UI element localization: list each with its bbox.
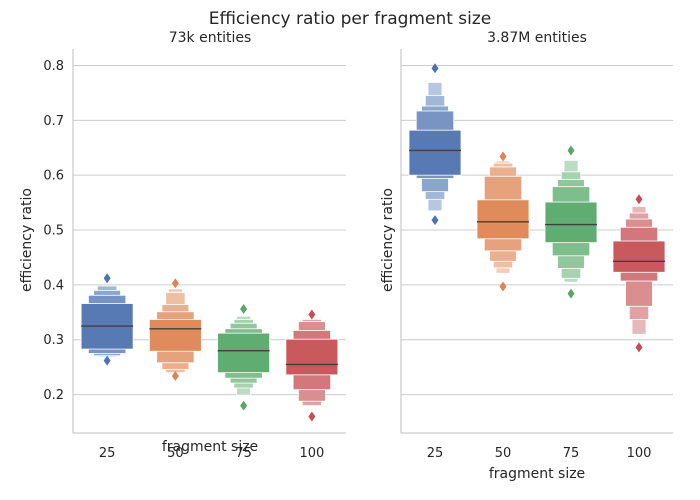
y-tick-labels: 0.2 0.3 0.4 0.5 0.6 0.7 0.8 (43, 59, 64, 403)
outlier-marker (499, 151, 507, 162)
x-tick-label: 25 (99, 446, 116, 461)
panel-title: 3.87M entities (487, 30, 587, 46)
x-tick-labels: 25 50 75 100 (99, 446, 324, 461)
box-level (476, 199, 530, 240)
box-level (544, 201, 598, 244)
y-tick-label: 0.3 (43, 333, 64, 348)
x-tick-label: 25 (427, 446, 444, 461)
boxen-50 (148, 278, 202, 381)
boxen-75 (217, 304, 271, 411)
boxen-plot (408, 63, 666, 353)
y-axis-label: efficiency ratio (380, 188, 396, 292)
box-level (408, 129, 462, 176)
boxen-75 (544, 145, 598, 299)
x-tick-label: 75 (235, 446, 252, 461)
x-tick-label: 50 (495, 446, 512, 461)
boxen-100 (612, 194, 666, 353)
box-level (285, 338, 339, 376)
outlier-marker (240, 304, 248, 315)
outlier-marker (103, 355, 111, 366)
outlier-marker (567, 288, 575, 299)
axes (400, 49, 673, 434)
outlier-marker (499, 281, 507, 292)
outlier-marker (240, 400, 248, 411)
chart-panel-73k: 0.2 0.3 0.4 0.5 0.6 0.7 0.8 25 50 75 100 73k enti… (19, 30, 346, 461)
outlier-marker (171, 278, 179, 289)
x-tick-label: 100 (627, 446, 652, 461)
outlier-marker (103, 273, 111, 284)
boxen-100 (285, 309, 339, 422)
x-tick-labels: 25 50 75 100 (427, 446, 652, 461)
chart-panel-3-87m: 25 50 75 100 3.87M entities fragment size e… (380, 30, 673, 482)
outlier-marker (431, 63, 439, 74)
y-tick-label: 0.6 (43, 169, 64, 184)
y-tick-label: 0.2 (43, 388, 64, 403)
x-axis-label: fragment size (489, 466, 585, 482)
y-tick-label: 0.8 (43, 59, 64, 74)
boxen-plot (80, 273, 339, 422)
figure-title: Efficiency ratio per fragment size (209, 9, 492, 29)
y-tick-label: 0.4 (43, 278, 64, 293)
outlier-marker (171, 370, 179, 381)
boxen-50 (476, 151, 530, 292)
boxen-25 (408, 63, 462, 226)
x-tick-label: 50 (167, 446, 184, 461)
outlier-marker (308, 309, 316, 320)
outlier-marker (308, 411, 316, 422)
x-axis-label: fragment size (162, 439, 258, 455)
x-tick-label: 100 (299, 446, 324, 461)
y-tick-label: 0.7 (43, 114, 64, 129)
box-level (217, 332, 271, 374)
x-tick-label: 75 (563, 446, 580, 461)
box-level (612, 240, 666, 273)
box-level (148, 319, 202, 352)
panel-title: 73k entities (169, 30, 252, 46)
y-axis-label: efficiency ratio (19, 188, 35, 292)
boxen-25 (80, 273, 134, 366)
outlier-marker (635, 342, 643, 353)
axes (72, 49, 346, 434)
outlier-marker (635, 194, 643, 205)
outlier-marker (567, 145, 575, 156)
outlier-marker (431, 215, 439, 226)
y-tick-label: 0.5 (43, 224, 64, 239)
